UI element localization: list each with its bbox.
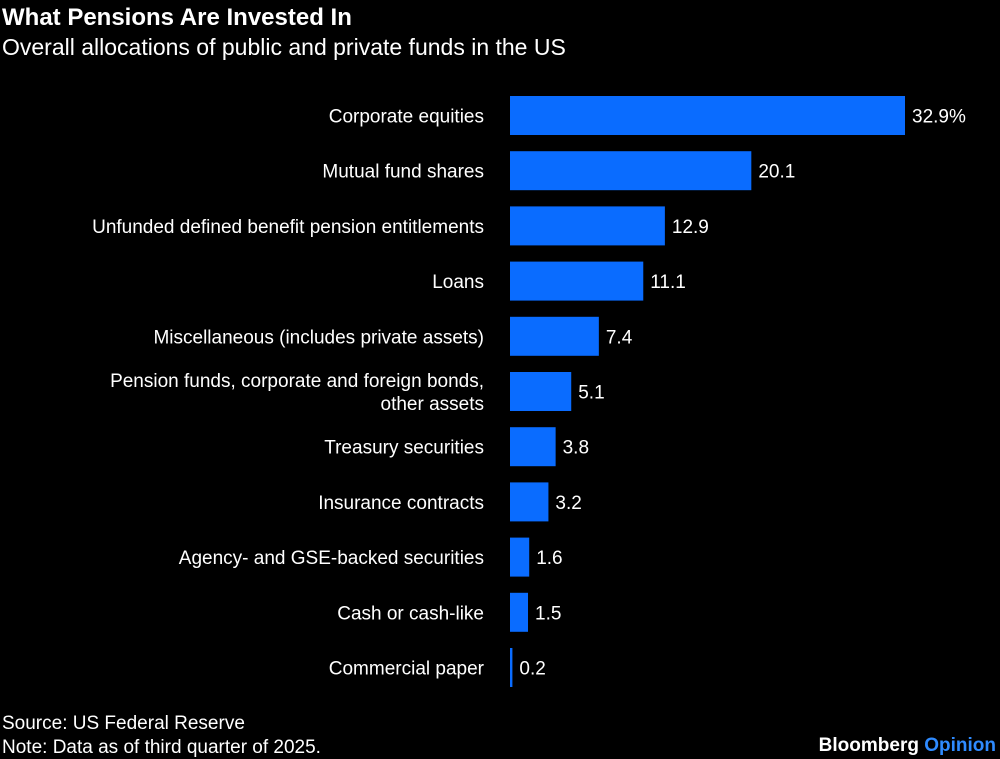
bar — [510, 592, 529, 632]
data-label: 20.1 — [758, 162, 795, 183]
category-label: Pension funds, corporate and foreign bon… — [110, 371, 484, 415]
category-label-line: Unfunded defined benefit pension entitle… — [92, 217, 484, 238]
category-label: Corporate equities — [329, 107, 484, 128]
category-label-line: other assets — [381, 394, 485, 415]
category-label-line: Agency- and GSE-backed securities — [179, 548, 484, 569]
data-label: 32.9% — [912, 107, 966, 128]
category-label: Mutual fund shares — [322, 162, 484, 183]
category-label: Insurance contracts — [318, 493, 484, 514]
data-label: 1.5 — [535, 603, 561, 624]
bar — [510, 537, 530, 577]
category-label: Agency- and GSE-backed securities — [179, 548, 484, 569]
category-label: Treasury securities — [324, 438, 484, 459]
bar — [510, 648, 513, 687]
bar — [510, 151, 752, 191]
category-label-line: Cash or cash-like — [337, 603, 484, 624]
data-label: 12.9 — [672, 217, 709, 238]
category-label-line: Treasury securities — [324, 438, 484, 459]
bar-chart: Corporate equities 32.9% Mutual fund share… — [92, 96, 966, 687]
category-label-line: Insurance contracts — [318, 493, 484, 514]
bar — [510, 96, 905, 135]
category-label-line: Loans — [432, 272, 484, 293]
bar — [510, 206, 665, 246]
category-label: Loans — [432, 272, 484, 293]
category-label-line: Corporate equities — [329, 107, 484, 128]
data-label: 1.6 — [536, 548, 562, 569]
bar — [510, 372, 572, 411]
data-label: 7.4 — [606, 327, 633, 348]
data-label: 0.2 — [519, 659, 545, 680]
data-label: 5.1 — [578, 383, 604, 404]
chart-subtitle: Overall allocations of public and privat… — [2, 34, 566, 60]
category-label: Commercial paper — [329, 659, 485, 680]
category-label: Unfunded defined benefit pension entitle… — [92, 217, 484, 238]
data-label: 11.1 — [650, 272, 686, 293]
bar — [510, 482, 549, 522]
category-label-line: Mutual fund shares — [322, 162, 484, 183]
category-label-line: Miscellaneous (includes private assets) — [153, 327, 484, 348]
logo-brand: Bloomberg — [818, 735, 919, 756]
data-label: 3.8 — [563, 438, 589, 459]
category-label-line: Commercial paper — [329, 659, 485, 680]
bloomberg-opinion-logo: Bloomberg Opinion — [819, 735, 996, 757]
bar — [510, 427, 556, 467]
logo-section: Opinion — [924, 735, 996, 756]
category-label: Miscellaneous (includes private assets) — [153, 327, 484, 348]
bar — [510, 261, 644, 301]
source-note: Source: US Federal Reserve — [2, 713, 245, 734]
bar — [510, 316, 599, 356]
data-label: 3.2 — [555, 493, 581, 514]
data-note: Note: Data as of third quarter of 2025. — [2, 737, 321, 758]
category-label: Cash or cash-like — [337, 603, 484, 624]
category-label-line: Pension funds, corporate and foreign bon… — [110, 371, 484, 392]
chart-title: What Pensions Are Invested In — [2, 4, 352, 31]
